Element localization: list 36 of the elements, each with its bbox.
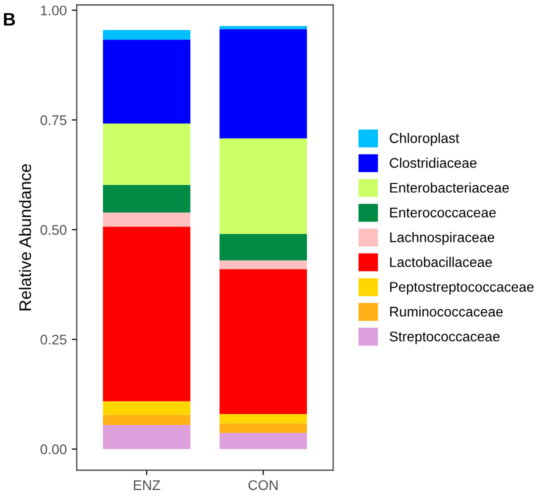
bar <box>220 423 307 433</box>
bar <box>220 414 307 424</box>
bar <box>102 424 190 450</box>
legend-label: Streptococcaceae <box>390 332 500 344</box>
y-axis-title: Relative Abundance <box>18 164 32 310</box>
bar <box>220 269 307 414</box>
legend-label: Enterobacteriaceae <box>390 182 509 193</box>
bar <box>102 414 190 425</box>
legend-label: Chloroplast <box>390 132 460 146</box>
y-tick-label: 0.00 <box>40 444 66 454</box>
bar <box>102 184 190 213</box>
legend-label: Lachnospiraceae <box>390 232 494 245</box>
y-tick-label: 0.50 <box>40 225 66 235</box>
bar <box>102 226 190 402</box>
bar <box>102 40 190 124</box>
bar <box>102 123 190 185</box>
bar <box>102 30 190 40</box>
text: B <box>4 13 15 26</box>
bar <box>220 260 307 270</box>
x-tick-label: CON <box>248 480 278 490</box>
y-tick-label: 1.00 <box>41 6 66 16</box>
legend-label: Peptostreptococcaceae <box>390 282 534 295</box>
bar <box>102 401 190 415</box>
y-tick-label: 0.75 <box>40 115 66 126</box>
legend-label: Ruminococcaceae <box>390 306 503 317</box>
x-tick-label: ENZ <box>134 480 160 490</box>
legend-label: Clostridiaceae <box>390 158 476 168</box>
bar <box>102 212 190 227</box>
bar <box>220 26 307 30</box>
y-tick-label: 0.25 <box>40 334 66 345</box>
legend-label: Enterococcaceae <box>390 208 496 218</box>
bar <box>220 432 307 450</box>
bar <box>220 29 307 138</box>
bar <box>220 234 307 260</box>
bar <box>220 138 307 234</box>
legend-label: Lactobacillaceae <box>390 256 492 268</box>
